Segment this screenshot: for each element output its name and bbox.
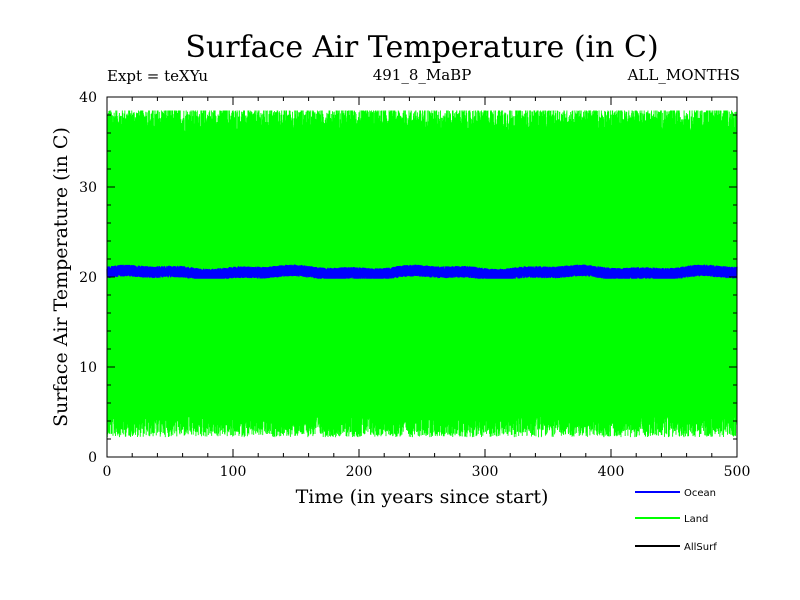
series-ocean-line [106, 264, 738, 279]
subtitle-left: Expt = teXYu [107, 67, 208, 85]
x-axis-label: Time (in years since start) [296, 486, 549, 508]
x-tick-label-200: 200 [346, 464, 373, 480]
y-axis-label: Surface Air Temperature (in C) [50, 127, 72, 427]
legend-label-ocean: Ocean [684, 488, 716, 499]
legend-item-allsurf: AllSurf [635, 542, 717, 553]
plot-series [106, 110, 738, 438]
y-tick-label-30: 30 [79, 180, 97, 196]
y-tick-label-10: 10 [79, 360, 97, 376]
y-tick-label-40: 40 [79, 90, 97, 106]
subtitle-center: 491_8_MaBP [373, 66, 472, 84]
subtitle-right: ALL_MONTHS [627, 66, 740, 84]
y-tick-label-20: 20 [79, 270, 97, 286]
x-tick-label-300: 300 [472, 464, 499, 480]
legend-item-land: Land [635, 514, 708, 525]
x-tick-label-0: 0 [103, 464, 112, 480]
legend: Ocean Land AllSurf [635, 488, 717, 553]
legend-item-ocean: Ocean [635, 488, 716, 499]
series-land-line [106, 110, 738, 438]
x-tick-label-100: 100 [220, 464, 247, 480]
y-tick-label-0: 0 [88, 450, 97, 466]
x-tick-label-400: 400 [598, 464, 625, 480]
x-tick-label-500: 500 [724, 464, 751, 480]
legend-label-allsurf: AllSurf [684, 542, 717, 553]
chart-title: Surface Air Temperature (in C) [185, 30, 658, 65]
legend-label-land: Land [684, 514, 708, 525]
axes: 0 100 200 300 400 500 0 10 20 30 40 [79, 90, 750, 480]
